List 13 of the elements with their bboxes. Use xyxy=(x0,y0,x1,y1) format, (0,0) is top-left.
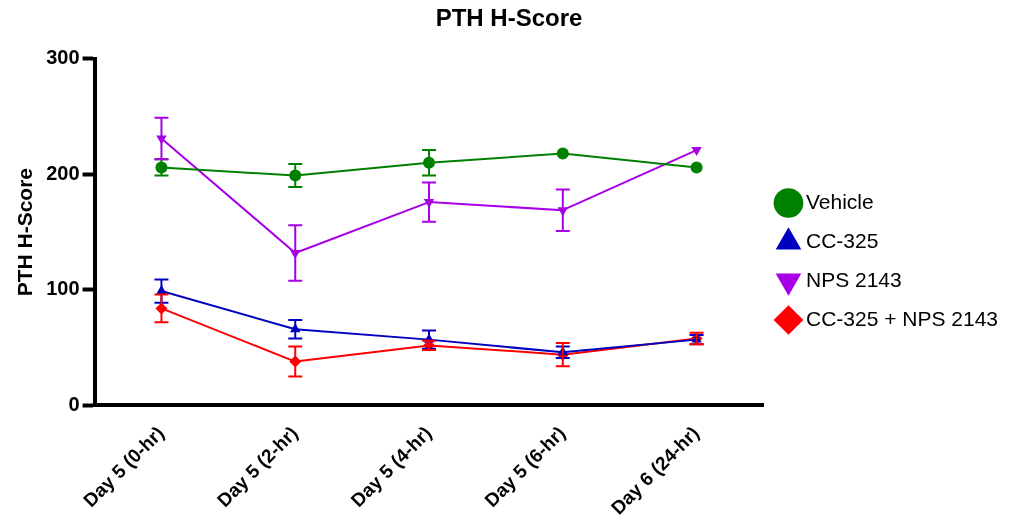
y-axis-title: PTH H-Score xyxy=(13,167,37,297)
chart-title: PTH H-Score xyxy=(435,4,583,32)
point xyxy=(556,147,569,160)
legend-label: Vehicle xyxy=(805,189,874,213)
y-tick-label: 300 xyxy=(46,46,80,69)
y-tick-label: 200 xyxy=(46,161,80,184)
y-tick-label: 0 xyxy=(68,393,80,416)
legend-label: NPS 2143 xyxy=(805,267,902,291)
point xyxy=(691,147,702,157)
point xyxy=(690,161,703,174)
y-tick-label: 100 xyxy=(46,277,80,300)
legend-label: CC-325 + NPS 2143 xyxy=(805,306,999,330)
legend-label: CC-325 xyxy=(805,228,879,252)
